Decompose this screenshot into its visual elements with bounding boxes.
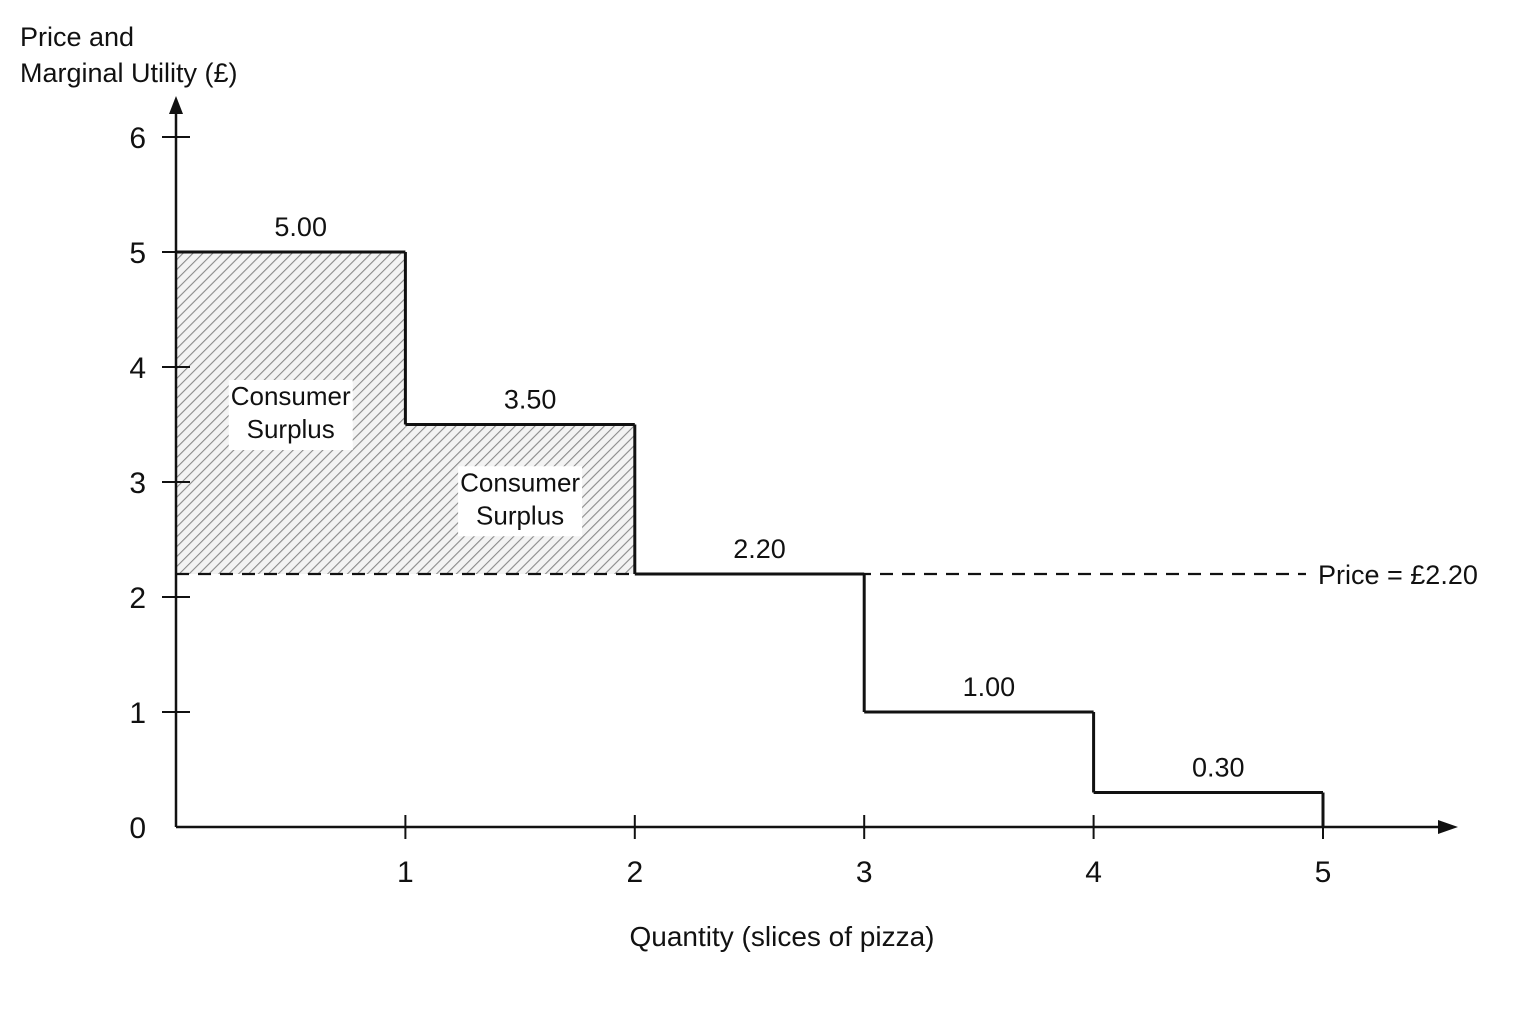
y-tick-label-2: 2 (129, 582, 146, 615)
consumer-surplus-label-bg-2 (458, 466, 583, 537)
y-axis-arrow (169, 96, 183, 114)
consumer-surplus-label-1-line-1: Consumer (231, 381, 351, 411)
y-axis-label-line-2: Marginal Utility (£) (20, 58, 238, 88)
consumer-surplus-label-1-line-2: Surplus (247, 414, 335, 444)
x-axis-label: Quantity (slices of pizza) (630, 921, 935, 952)
price-line-label: Price = £2.20 (1318, 560, 1478, 590)
x-tick-label-4: 4 (1085, 856, 1102, 889)
x-tick-label-2: 2 (626, 856, 643, 889)
y-tick-label-0: 0 (129, 812, 146, 845)
bar-value-label-3: 2.20 (733, 534, 786, 564)
consumer-surplus-label-2-line-1: Consumer (460, 467, 580, 497)
x-tick-label-5: 5 (1315, 856, 1332, 889)
y-tick-label-1: 1 (129, 697, 146, 730)
marginal-utility-steps (176, 250, 1325, 827)
bar-value-label-5: 0.30 (1192, 753, 1245, 783)
y-tick-label-3: 3 (129, 467, 146, 500)
x-axis-arrow (1438, 820, 1458, 834)
y-tick-label-5: 5 (129, 237, 146, 270)
y-tick-label-4: 4 (129, 352, 146, 385)
y-tick-label-6: 6 (129, 122, 146, 155)
x-tick-label-1: 1 (397, 856, 414, 889)
bar-value-label-2: 3.50 (504, 385, 557, 415)
consumer-surplus-label-bg-1 (228, 380, 353, 450)
y-axis-label-line-1: Price and (20, 22, 134, 52)
consumer-surplus-label-2-line-2: Surplus (476, 500, 564, 530)
axes: 0 1 2 3 4 5 6 1 2 3 4 5 (129, 96, 1458, 889)
bar-value-label-1: 5.00 (274, 212, 327, 242)
x-tick-label-3: 3 (856, 856, 873, 889)
bar-value-label-4: 1.00 (963, 672, 1016, 702)
